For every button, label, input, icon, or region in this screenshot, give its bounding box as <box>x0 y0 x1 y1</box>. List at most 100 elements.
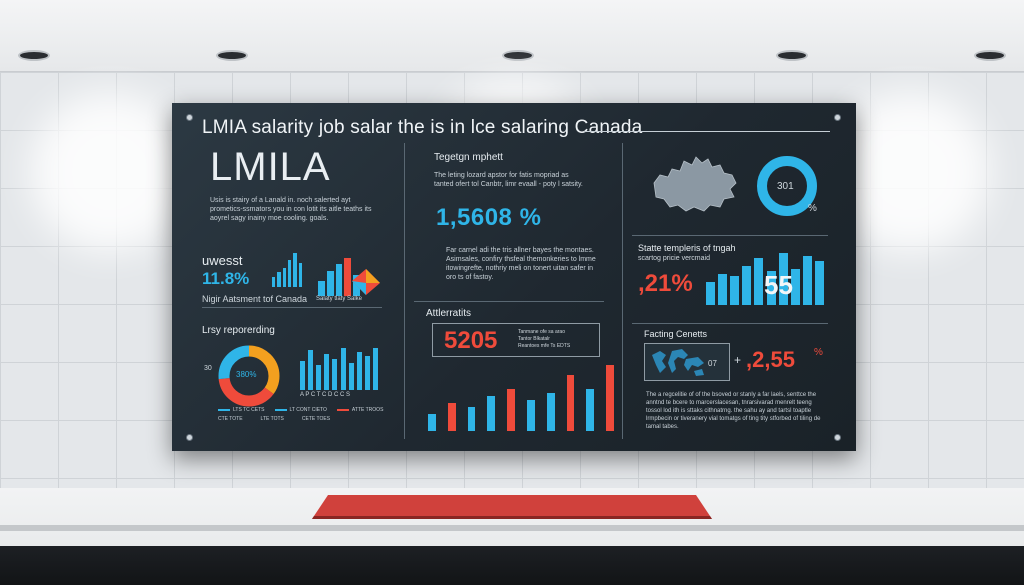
bar <box>324 354 330 390</box>
plus-sign: + <box>734 353 742 367</box>
left-stat-heading: uwesst <box>202 253 243 268</box>
right-bottom-number: 2,55 <box>752 347 795 372</box>
bar <box>814 260 824 305</box>
infographic-panel: LMIA salarity job salar the is in lce sa… <box>172 103 856 451</box>
intro-text: Usis is stairy of a Lanald in. noch sale… <box>210 197 372 222</box>
right-bottom-pct: % <box>814 347 823 358</box>
bar <box>293 253 297 287</box>
right-red-number: 21% <box>644 270 693 297</box>
legend-label: LTE TOTS <box>260 416 284 422</box>
ceiling-light <box>504 52 532 59</box>
divider <box>202 307 382 308</box>
divider <box>632 323 828 324</box>
bar <box>300 360 306 390</box>
brand-heading: LMILA <box>210 145 331 189</box>
right-donut-chart <box>757 156 817 216</box>
legend-label: CTE TOTE <box>218 416 243 422</box>
bar <box>527 399 535 431</box>
bar <box>507 389 515 431</box>
mini-caption: Salaty tlaty Salke <box>316 296 363 302</box>
ceiling-light <box>218 52 246 59</box>
bolt-icon <box>186 434 193 441</box>
mid-bottom-bar-chart <box>428 365 614 431</box>
bar <box>364 356 370 390</box>
mid-top-text: The leting lozard apstor for fatis mopri… <box>434 172 583 188</box>
title-rule <box>584 131 830 132</box>
bar <box>802 255 812 305</box>
ceiling-light <box>778 52 806 59</box>
right-donut-pct: % <box>808 203 817 214</box>
mid-top-heading: Tegetgn mphett <box>434 152 503 163</box>
bar <box>372 348 378 390</box>
mid-top-value: 1,5608 % <box>436 204 542 231</box>
red-triangle-icon <box>352 269 380 295</box>
bar <box>332 358 338 390</box>
right-bottom-red-value: ,2,55 <box>746 347 795 372</box>
world-map-icon <box>652 349 704 376</box>
right-red-value: ,21% <box>638 270 693 297</box>
mid-bottom-lines: Tanmane ofe sa arao Tantor Blkatalr Rean… <box>518 329 570 350</box>
right-top-subheading: scartog pricie vercmaid <box>638 255 710 262</box>
legend-label: ATTE TROOS <box>351 407 384 413</box>
bar <box>348 362 354 390</box>
ceiling-light <box>976 52 1004 59</box>
left-donut-center: 380% <box>236 370 257 379</box>
panel-title: LMIA salarity job salar the is in lce sa… <box>202 117 643 138</box>
bar <box>790 268 800 305</box>
legend-label: LTS TC CETS <box>233 407 265 413</box>
bolt-icon <box>834 114 841 121</box>
red-rug <box>312 495 712 519</box>
bar <box>778 253 788 305</box>
left-bottom-bar-chart <box>300 348 378 390</box>
bar <box>288 259 292 287</box>
bar <box>730 276 740 305</box>
mid-bottom-line: Reantoes mfe Ts EDTS <box>518 343 571 349</box>
left-donut-heading: Lrsy reporerding <box>202 325 275 336</box>
bar <box>566 375 575 431</box>
bar <box>467 406 476 431</box>
ceiling <box>0 0 1024 72</box>
left-donut-side: 30 <box>204 365 212 372</box>
legend-label: LT CONT CIETO <box>289 407 327 413</box>
floor-edge <box>0 525 1024 531</box>
mid-bottom-heading: Attlerratits <box>426 308 472 319</box>
mid-bottom-line: Tanmane ofe sa arao <box>518 329 565 335</box>
canada-map-icon <box>653 156 737 212</box>
bar <box>344 258 352 296</box>
bar <box>546 392 555 431</box>
bar <box>586 389 595 431</box>
bolt-icon <box>834 434 841 441</box>
bar <box>340 348 346 390</box>
bar <box>316 364 322 390</box>
ceiling-light <box>20 52 48 59</box>
bolt-icon <box>186 114 193 121</box>
bar <box>428 413 436 431</box>
left-stat-caption: Nigir Aatsment tof Canada <box>202 294 308 304</box>
bar-axis-labels: A P C T C D C C S <box>300 392 351 398</box>
mid-bottom-value-box <box>432 323 600 357</box>
bar <box>718 273 728 305</box>
mid-bottom-value: 5205 <box>444 327 498 354</box>
left-legend: LTS TC CETS LT CONT CIETO ATTE TROOS CTE… <box>218 407 386 422</box>
legend-label: CETE TOES <box>301 416 331 422</box>
bar <box>282 268 286 287</box>
bar <box>308 350 314 390</box>
divider <box>404 143 405 439</box>
bar <box>326 271 334 296</box>
bar <box>706 281 716 305</box>
left-donut-chart <box>218 345 280 407</box>
mid-bottom-line: Tantor Blkatalr <box>518 336 550 342</box>
bar <box>487 396 496 431</box>
bar <box>356 352 362 390</box>
right-bottom-heading: Facting Cenetts <box>644 329 708 339</box>
bar <box>742 266 752 305</box>
right-bar-chart <box>706 253 824 305</box>
bar <box>318 280 325 296</box>
left-stat-value: 11.8% <box>202 269 250 288</box>
bar <box>606 365 614 431</box>
divider <box>622 143 623 439</box>
bar <box>272 276 276 287</box>
bar <box>447 403 456 431</box>
right-white-value: 55 <box>764 270 793 300</box>
right-bottom-text: The a regcelitie of of the bsoved or sta… <box>646 392 821 430</box>
